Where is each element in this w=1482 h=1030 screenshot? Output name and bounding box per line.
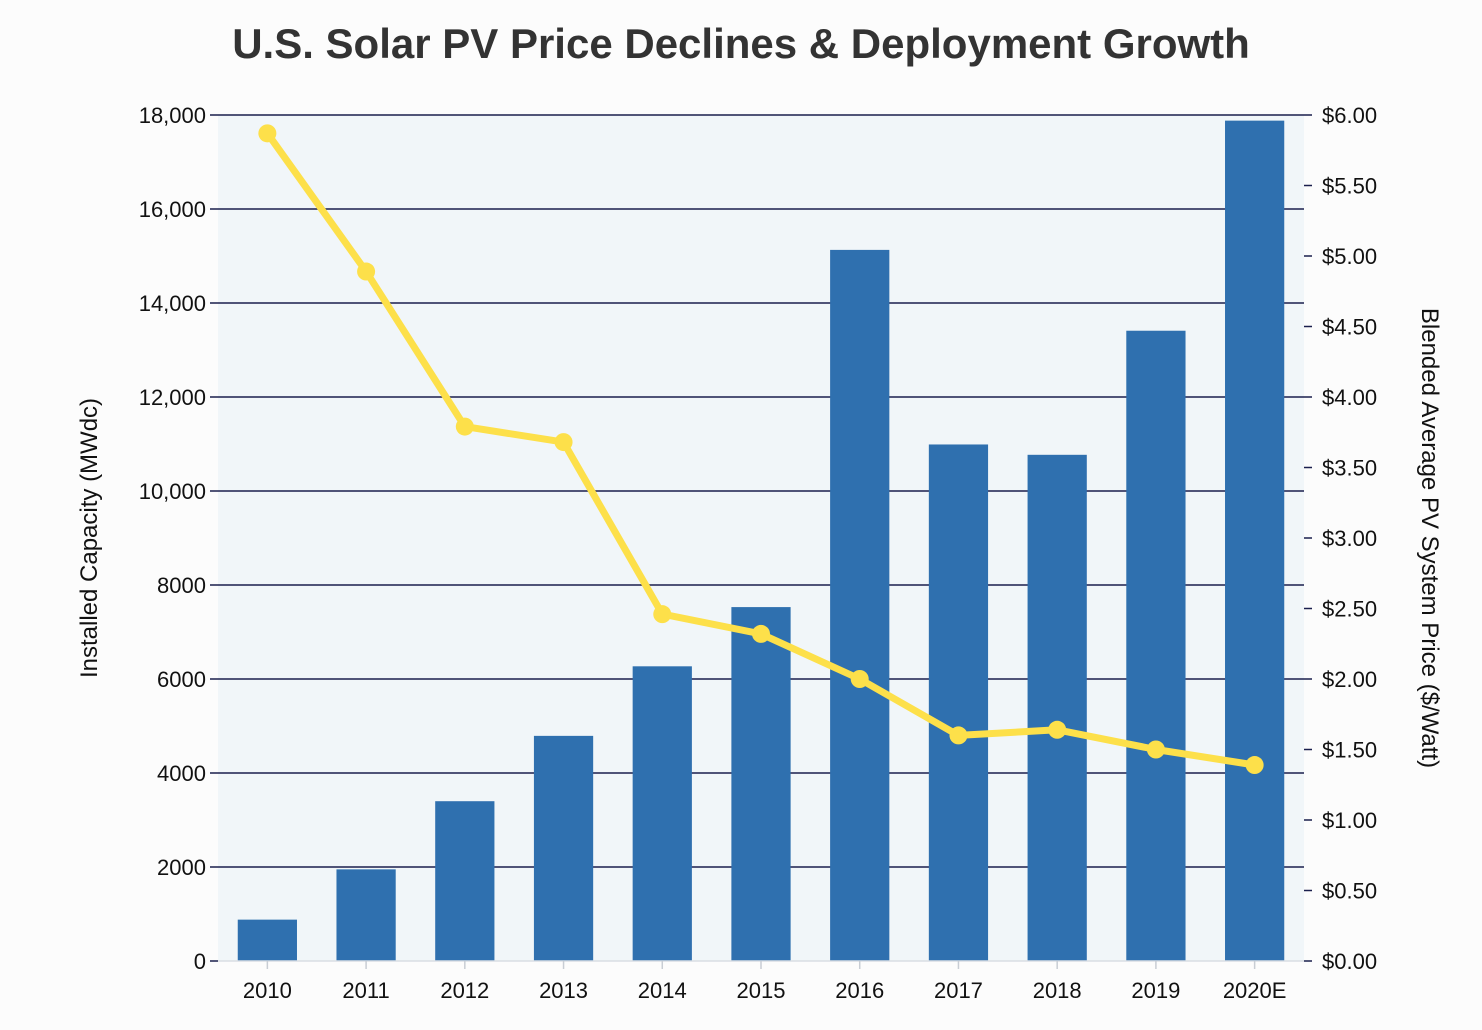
right-tick-label: $2.50 [1322,597,1377,622]
right-tick-label: $1.00 [1322,808,1377,833]
right-tick-label: $4.50 [1322,315,1377,340]
bar [731,607,791,961]
price-point [455,417,474,436]
price-point [1245,756,1264,775]
price-point [949,726,968,745]
x-axis: 2010 2011 2012 2013 2014 2015 2016 2017 2018 2019… [218,960,1304,1003]
x-tick-label: 2017 [934,978,983,1003]
bar [928,444,989,962]
bar [435,801,495,961]
right-tick-label: $5.00 [1322,244,1377,269]
right-tick-label: $1.50 [1322,738,1377,763]
left-tick-label: 10,000 [139,479,206,504]
right-tick-label: $4.00 [1322,385,1377,410]
right-tick-label: $0.50 [1322,879,1377,904]
left-tick-label: 14,000 [139,291,206,316]
x-tick-label: 2010 [243,978,292,1003]
right-axis-title: Blended Average PV System Price ($/Watt) [1416,308,1443,768]
x-tick-label: 2018 [1033,978,1082,1003]
bar [237,919,297,961]
right-tick-label: $0.00 [1322,949,1377,974]
bar [1027,454,1087,961]
right-tick-label: $5.50 [1322,174,1377,199]
left-tick-label: 0 [194,949,206,974]
x-tick-label: 2011 [342,978,389,1003]
x-tick-label: 2020E [1223,978,1287,1003]
bar-series [237,120,1285,962]
line-series [258,124,1264,775]
x-tick-label: 2012 [440,978,489,1003]
price-point [653,605,672,624]
bar [830,249,890,961]
left-tick-label: 4000 [157,761,206,786]
right-tick-label: $3.00 [1322,526,1377,551]
bar [1225,120,1285,961]
x-tick-label: 2019 [1131,978,1180,1003]
bar [533,735,594,961]
x-tick-label: 2013 [539,978,588,1003]
left-tick-label: 12,000 [139,385,206,410]
left-tick-label: 6000 [157,667,206,692]
chart-title: U.S. Solar PV Price Declines & Deploymen… [232,20,1250,67]
left-tick-label: 2000 [157,855,206,880]
left-tick-label: 16,000 [139,197,206,222]
right-y-axis: $0.00 $0.50 $1.00 $1.50 $2.00 $2.50 $3.00 $3.50… [1304,103,1377,974]
bar [1126,330,1186,962]
left-axis-title: Installed Capacity (MWdc) [76,398,103,678]
price-point [1146,740,1165,759]
bar [336,869,396,961]
right-tick-label: $2.00 [1322,667,1377,692]
bar [632,666,692,961]
left-tick-label: 8000 [157,573,206,598]
price-point [752,624,770,643]
x-tick-label: 2015 [737,978,786,1003]
price-point [554,433,573,452]
price-point [357,262,376,281]
x-tick-label: 2014 [638,978,687,1003]
right-tick-label: $3.50 [1322,456,1377,481]
right-tick-label: $6.00 [1322,103,1377,128]
left-tick-label: 18,000 [139,103,206,128]
x-tick-label: 2016 [835,978,884,1003]
price-point [850,670,869,688]
price-point [1048,720,1067,739]
left-y-axis: 0 2000 4000 6000 8000 10,000 12,000 14,000 16,00… [139,103,218,974]
price-point [258,124,277,143]
